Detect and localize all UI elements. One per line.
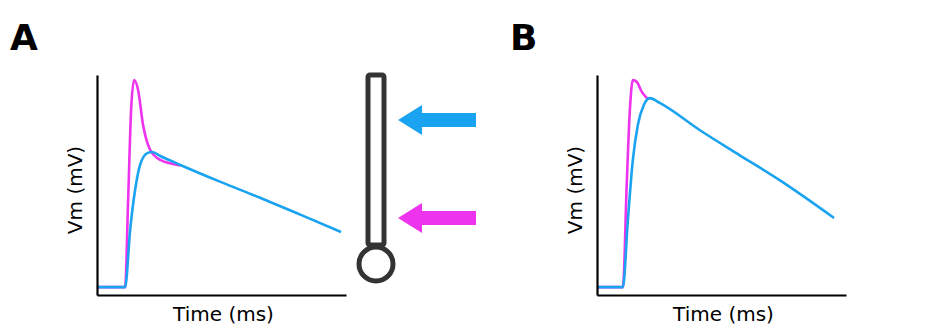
y-axis-title: Vm (mV) xyxy=(63,146,87,234)
panel: A Time (ms) Vm (mV) xyxy=(10,17,476,326)
x-axis xyxy=(598,295,847,296)
plot-area xyxy=(597,80,834,287)
plot-area xyxy=(97,80,341,287)
arrow-shaft xyxy=(418,113,476,127)
x-axis-title: Time (ms) xyxy=(672,302,774,326)
x-axis xyxy=(98,295,347,296)
figure: A Time (ms) Vm (mV) B Time (ms) Vm (mV) xyxy=(0,0,948,327)
arrow-head xyxy=(398,105,422,135)
arrow-shaft xyxy=(418,211,476,225)
dendrite xyxy=(368,75,384,245)
neuron-schematic xyxy=(359,75,476,281)
trace xyxy=(97,152,341,287)
x-axis-title: Time (ms) xyxy=(172,302,274,326)
soma xyxy=(359,247,393,281)
arrow-head xyxy=(398,203,422,233)
trace xyxy=(97,80,180,287)
arrow xyxy=(398,203,476,233)
axis-line xyxy=(98,294,347,296)
y-axis-title: Vm (mV) xyxy=(563,146,587,234)
y-axis xyxy=(597,76,598,296)
axis-line xyxy=(598,294,847,296)
axis-line xyxy=(596,76,598,296)
panel: B Time (ms) Vm (mV) xyxy=(510,17,948,326)
panel-label: B xyxy=(510,17,537,58)
arrow xyxy=(398,105,476,135)
y-axis xyxy=(97,76,98,296)
axis-line xyxy=(96,76,98,296)
trace xyxy=(597,98,834,287)
panel-label: A xyxy=(10,17,38,58)
